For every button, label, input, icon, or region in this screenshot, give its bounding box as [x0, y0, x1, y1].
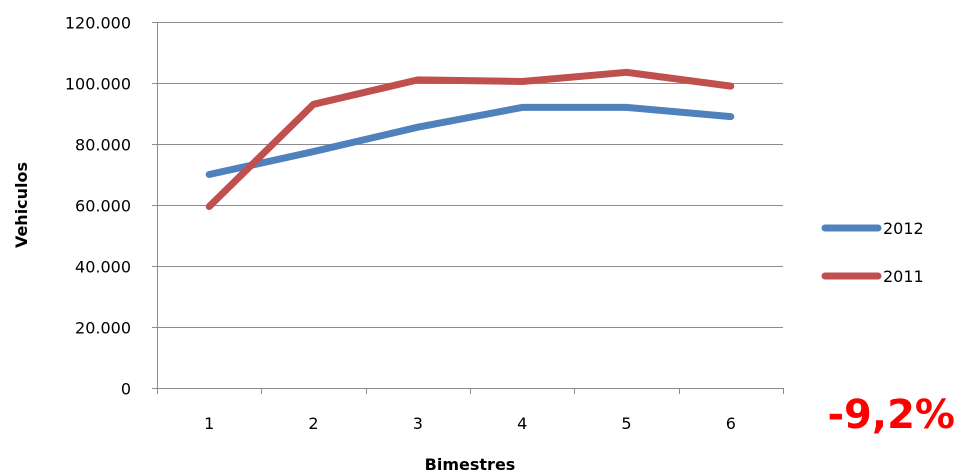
y-tick-label: 0 [121, 380, 131, 399]
axes [152, 22, 784, 394]
percent-change-annotation: -9,2% [827, 392, 955, 438]
series-lines [205, 68, 735, 210]
x-axis-title: Bimestres [425, 455, 516, 474]
x-tick-label: 5 [621, 414, 631, 433]
x-tick-labels: 1 2 3 4 5 6 [204, 414, 736, 433]
gridlines [157, 22, 783, 328]
y-tick-label: 80.000 [75, 136, 131, 155]
legend-label-2011: 2011 [883, 267, 924, 286]
y-axis-title: Vehiculos [12, 162, 31, 248]
y-tick-label: 120.000 [65, 14, 131, 33]
x-tick-label: 1 [204, 414, 214, 433]
x-tick-label: 2 [308, 414, 318, 433]
y-tick-labels: 0 20.000 40.000 60.000 80.000 100.000 120.000 [65, 14, 131, 399]
x-tick-label: 6 [726, 414, 736, 433]
x-tick-label: 4 [517, 414, 527, 433]
legend-label-2012: 2012 [883, 219, 924, 238]
series-line-2011 [205, 68, 735, 210]
y-tick-label: 40.000 [75, 258, 131, 277]
y-tick-label: 20.000 [75, 319, 131, 338]
x-tick-label: 3 [413, 414, 423, 433]
y-tick-label: 60.000 [75, 197, 131, 216]
y-tick-label: 100.000 [65, 75, 131, 94]
legend: 2012 2011 [821, 219, 924, 286]
series-line-2012 [205, 103, 735, 178]
